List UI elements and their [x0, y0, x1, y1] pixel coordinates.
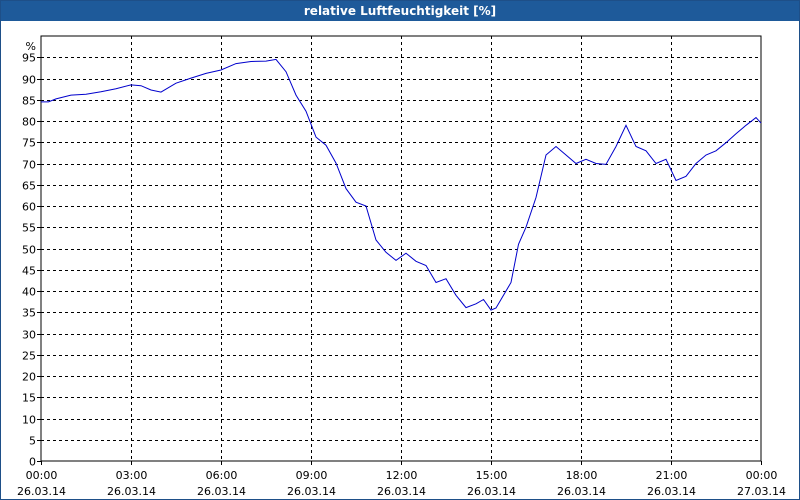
x-tick-time-label: 06:00: [206, 469, 238, 482]
y-tick-label: 55: [22, 222, 36, 235]
x-tick-date-label: 26.03.14: [377, 485, 426, 498]
x-tick-date-label: 27.03.14: [737, 485, 786, 498]
y-tick-label: 95: [22, 52, 36, 65]
y-tick-label: 45: [22, 265, 36, 278]
grid: [41, 36, 761, 461]
y-tick-label: 60: [22, 201, 36, 214]
x-tick-time-label: 09:00: [296, 469, 328, 482]
y-tick-label: 20: [22, 371, 36, 384]
x-tick-date-label: 26.03.14: [467, 485, 516, 498]
y-tick-label: 90: [22, 74, 36, 87]
x-tick-time-label: 12:00: [386, 469, 418, 482]
y-tick-label: 85: [22, 95, 36, 108]
x-tick-time-label: 15:00: [476, 469, 508, 482]
y-tick-label: 0: [29, 456, 36, 469]
x-tick-time-label: 00:00: [26, 469, 58, 482]
tick-labels: 0 5 10 15 20 25 30 35 40 45 50 55 60 65 70 75 80 85 90 95 00…: [17, 52, 786, 499]
x-tick-time-label: 18:00: [566, 469, 598, 482]
y-tick-label: 10: [22, 414, 36, 427]
x-tick-date-label: 26.03.14: [17, 485, 66, 498]
humidity-series-line: [41, 58, 762, 311]
y-axis-unit-label: %: [26, 40, 36, 53]
x-tick-time-label: 03:00: [116, 469, 148, 482]
y-tick-label: 40: [22, 286, 36, 299]
y-tick-label: 15: [22, 392, 36, 405]
y-tick-label: 5: [29, 435, 36, 448]
y-tick-label: 75: [22, 137, 36, 150]
x-tick-date-label: 26.03.14: [287, 485, 336, 498]
y-tick-label: 35: [22, 307, 36, 320]
x-tick-date-label: 26.03.14: [557, 485, 606, 498]
y-tick-label: 25: [22, 350, 36, 363]
x-tick-date-label: 26.03.14: [197, 485, 246, 498]
x-tick-time-label: 00:00: [746, 469, 778, 482]
chart-title: relative Luftfeuchtigkeit [%]: [1, 1, 799, 21]
y-tick-label: 70: [22, 159, 36, 172]
y-tick-label: 30: [22, 329, 36, 342]
y-tick-label: 80: [22, 116, 36, 129]
axes: [37, 35, 762, 465]
x-tick-date-label: 26.03.14: [647, 485, 696, 498]
x-tick-date-label: 26.03.14: [107, 485, 156, 498]
y-tick-label: 65: [22, 180, 36, 193]
x-tick-time-label: 21:00: [656, 469, 688, 482]
y-tick-label: 50: [22, 244, 36, 257]
